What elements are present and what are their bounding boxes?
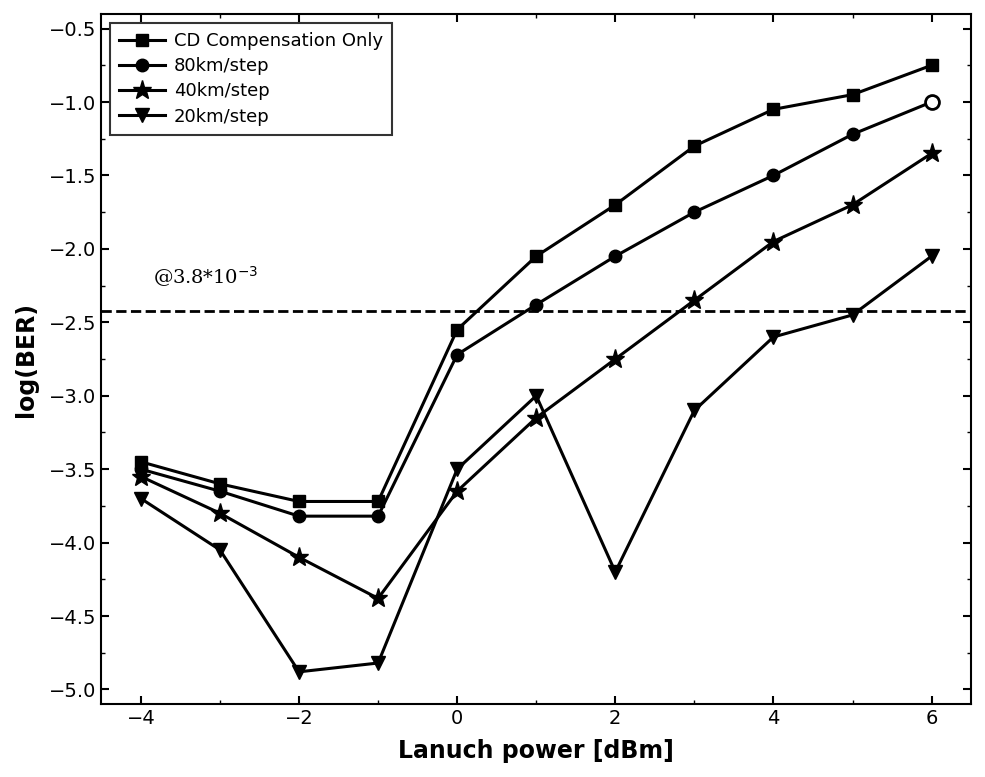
40km/step [689,295,700,305]
40km/step [214,509,226,518]
X-axis label: Lanuch power [dBm]: Lanuch power [dBm] [398,739,674,763]
20km/step [530,391,542,400]
Line: 40km/step: 40km/step [131,144,942,608]
20km/step [294,667,305,677]
Text: @3.8*10$^{-3}$: @3.8*10$^{-3}$ [153,264,258,289]
40km/step [372,594,384,603]
20km/step [610,567,622,577]
CD Compensation Only [926,61,938,70]
CD Compensation Only [135,457,147,466]
CD Compensation Only [610,200,622,210]
20km/step [451,465,463,474]
40km/step [294,552,305,562]
Legend: CD Compensation Only, 80km/step, 40km/step, 20km/step: CD Compensation Only, 80km/step, 40km/st… [110,23,392,134]
40km/step [610,354,622,364]
CD Compensation Only [846,90,858,99]
CD Compensation Only [451,325,463,334]
20km/step [689,406,700,415]
20km/step [846,310,858,319]
40km/step [767,237,779,246]
40km/step [530,413,542,423]
20km/step [372,658,384,667]
40km/step [926,148,938,158]
20km/step [214,545,226,555]
40km/step [135,472,147,481]
40km/step [846,200,858,210]
Line: 20km/step: 20km/step [134,249,939,679]
40km/step [451,486,463,496]
20km/step [767,333,779,342]
CD Compensation Only [530,252,542,261]
Line: CD Compensation Only: CD Compensation Only [135,59,938,507]
Y-axis label: log(BER): log(BER) [14,301,37,416]
20km/step [135,494,147,503]
20km/step [926,252,938,261]
CD Compensation Only [689,141,700,151]
CD Compensation Only [214,479,226,489]
CD Compensation Only [372,497,384,506]
CD Compensation Only [767,105,779,114]
CD Compensation Only [294,497,305,506]
